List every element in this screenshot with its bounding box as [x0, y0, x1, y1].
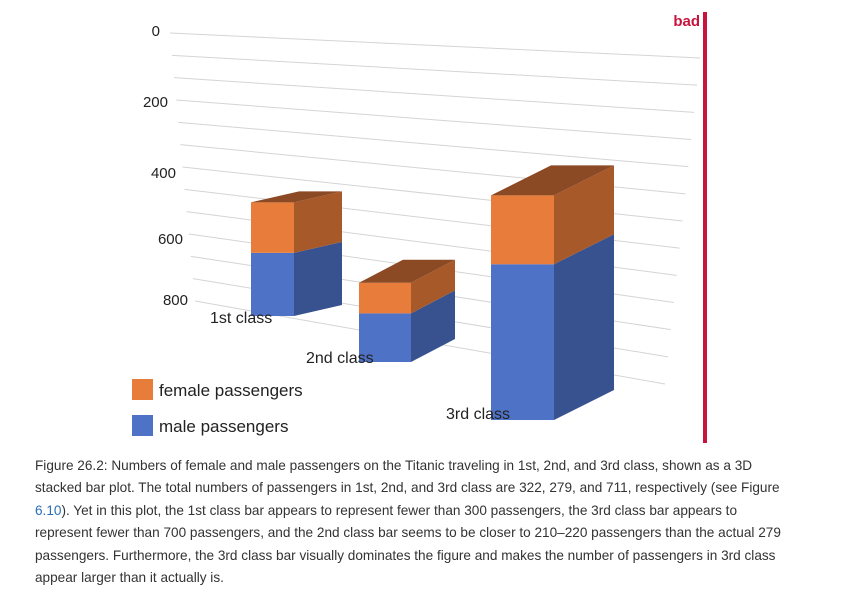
- chart: 0 200 400 600 800 1st class 2nd class 3rd clas…: [132, 12, 707, 443]
- legend-swatch: [132, 415, 153, 436]
- y-tick-label: 200: [143, 94, 168, 111]
- bar-top: [491, 165, 614, 196]
- bar-segment-front: [251, 252, 294, 316]
- category-labels: 1st class 2nd class 3rd class: [210, 310, 510, 423]
- bar-segment-side: [554, 165, 614, 265]
- y-tick-label: 800: [163, 292, 188, 309]
- bar-segment-side: [294, 191, 342, 253]
- category-label: 2nd class: [306, 350, 374, 367]
- gridline: [172, 54, 698, 86]
- bars: [251, 165, 614, 420]
- bad-badge-label: bad: [673, 13, 700, 30]
- legend-label: female passengers: [159, 381, 303, 400]
- y-tick-label: 400: [151, 165, 176, 182]
- bar-segment-front: [359, 282, 411, 314]
- category-label: 3rd class: [446, 406, 510, 423]
- figure-caption: Figure 26.2: Numbers of female and male …: [35, 455, 795, 589]
- caption-text-end: ). Yet in this plot, the 1st class bar a…: [35, 502, 781, 586]
- caption-text-start: Figure 26.2: Numbers of female and male …: [35, 458, 780, 496]
- gridline: [176, 99, 692, 140]
- y-axis-ticks: 0 200 400 600 800: [143, 23, 188, 309]
- bar-segment-side: [411, 290, 455, 362]
- bar-top: [359, 259, 455, 283]
- bar-stack-2: [359, 259, 455, 362]
- category-label: 1st class: [210, 310, 272, 327]
- gridline: [174, 77, 695, 113]
- bar-segment-side: [294, 241, 342, 316]
- gridline: [178, 121, 689, 168]
- legend-label: male passengers: [159, 417, 288, 436]
- figure-link[interactable]: 6.10: [35, 502, 62, 518]
- legend-swatch: [132, 379, 153, 400]
- bar-segment-front: [359, 313, 411, 362]
- bar-stack-3: [491, 165, 614, 420]
- bar-segment-side: [411, 259, 455, 314]
- bar-segment-front: [491, 195, 554, 265]
- bar-segment-front: [491, 264, 554, 420]
- bar-stack-1: [251, 191, 342, 316]
- bar-segment-front: [251, 202, 294, 253]
- bar-segment-side: [554, 234, 614, 420]
- legend: female passengers male passengers: [132, 379, 303, 436]
- bar-top: [251, 191, 342, 203]
- y-tick-label: 0: [152, 23, 160, 40]
- gridline: [169, 32, 701, 59]
- y-tick-label: 600: [158, 231, 183, 248]
